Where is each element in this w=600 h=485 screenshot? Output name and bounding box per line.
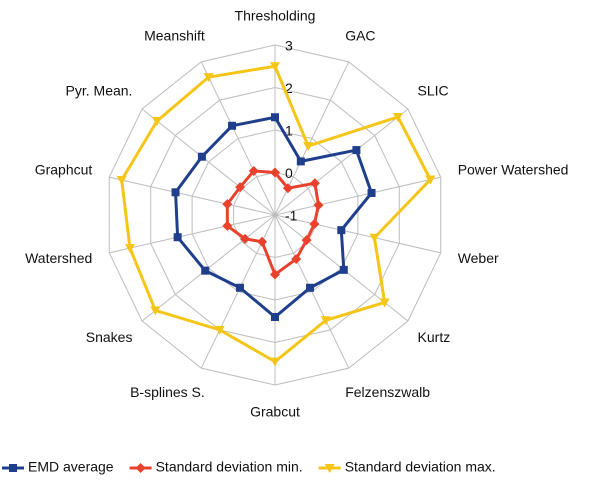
legend-marker (324, 464, 335, 473)
category-label: Pyr. Mean. (66, 82, 133, 98)
point (197, 152, 206, 161)
point (235, 283, 244, 292)
spoke (109, 214, 276, 254)
category-label: Power Watershed (458, 162, 569, 178)
point (124, 244, 135, 254)
category-label: B-splines S. (130, 384, 205, 400)
point (379, 298, 390, 308)
category-label: Meanshift (144, 27, 205, 43)
r-tick-label: 1 (285, 123, 293, 139)
legend-marker (9, 464, 17, 472)
point (313, 200, 324, 211)
point (257, 236, 268, 247)
point (425, 175, 436, 185)
point (337, 226, 346, 235)
point (291, 254, 302, 265)
point (271, 113, 279, 122)
point (235, 182, 246, 193)
category-label: Snakes (86, 329, 133, 345)
category-label: GAC (345, 27, 375, 43)
legend-label: EMD average (28, 459, 114, 475)
point (152, 116, 163, 126)
point (171, 188, 180, 197)
point (150, 306, 161, 316)
category-label: Kurtz (418, 329, 451, 345)
point (201, 266, 210, 275)
legend-label: Standard deviation max. (345, 459, 496, 475)
spoke (274, 176, 441, 216)
spoke (109, 176, 276, 216)
point (228, 121, 237, 130)
r-tick-label: 3 (285, 38, 293, 54)
point (270, 269, 280, 280)
point (309, 178, 320, 189)
point (271, 313, 279, 321)
point (116, 176, 127, 186)
point (270, 167, 280, 178)
point (173, 233, 182, 242)
point (306, 283, 315, 292)
point (214, 325, 225, 335)
point (339, 265, 348, 274)
category-label: Grabcut (250, 404, 300, 420)
point (352, 146, 361, 155)
point (282, 183, 293, 194)
point (296, 157, 305, 166)
point (203, 73, 214, 83)
point (320, 316, 331, 326)
point (367, 188, 376, 197)
point (248, 165, 259, 176)
point (240, 233, 251, 244)
category-label: SLIC (418, 82, 449, 98)
spoke (274, 108, 409, 216)
spoke (274, 214, 441, 254)
legend-marker (135, 463, 146, 473)
point (301, 235, 312, 246)
legend-label: Standard deviation min. (156, 459, 303, 475)
point (270, 357, 280, 367)
point (222, 220, 233, 231)
spoke (200, 61, 276, 216)
r-tick-label: 0 (285, 165, 293, 181)
r-tick-label: 2 (285, 80, 293, 96)
point (392, 112, 403, 122)
point (303, 142, 314, 152)
point (369, 233, 380, 243)
category-label: Felzenszwalb (345, 384, 430, 400)
point (270, 62, 280, 72)
category-label: Thresholding (235, 8, 316, 24)
spoke (141, 108, 276, 216)
category-label: Graphcut (35, 162, 93, 178)
category-label: Watershed (25, 250, 92, 266)
point (309, 218, 320, 229)
r-tick-label: -1 (285, 208, 298, 224)
point (222, 199, 233, 210)
category-label: Weber (458, 250, 499, 266)
